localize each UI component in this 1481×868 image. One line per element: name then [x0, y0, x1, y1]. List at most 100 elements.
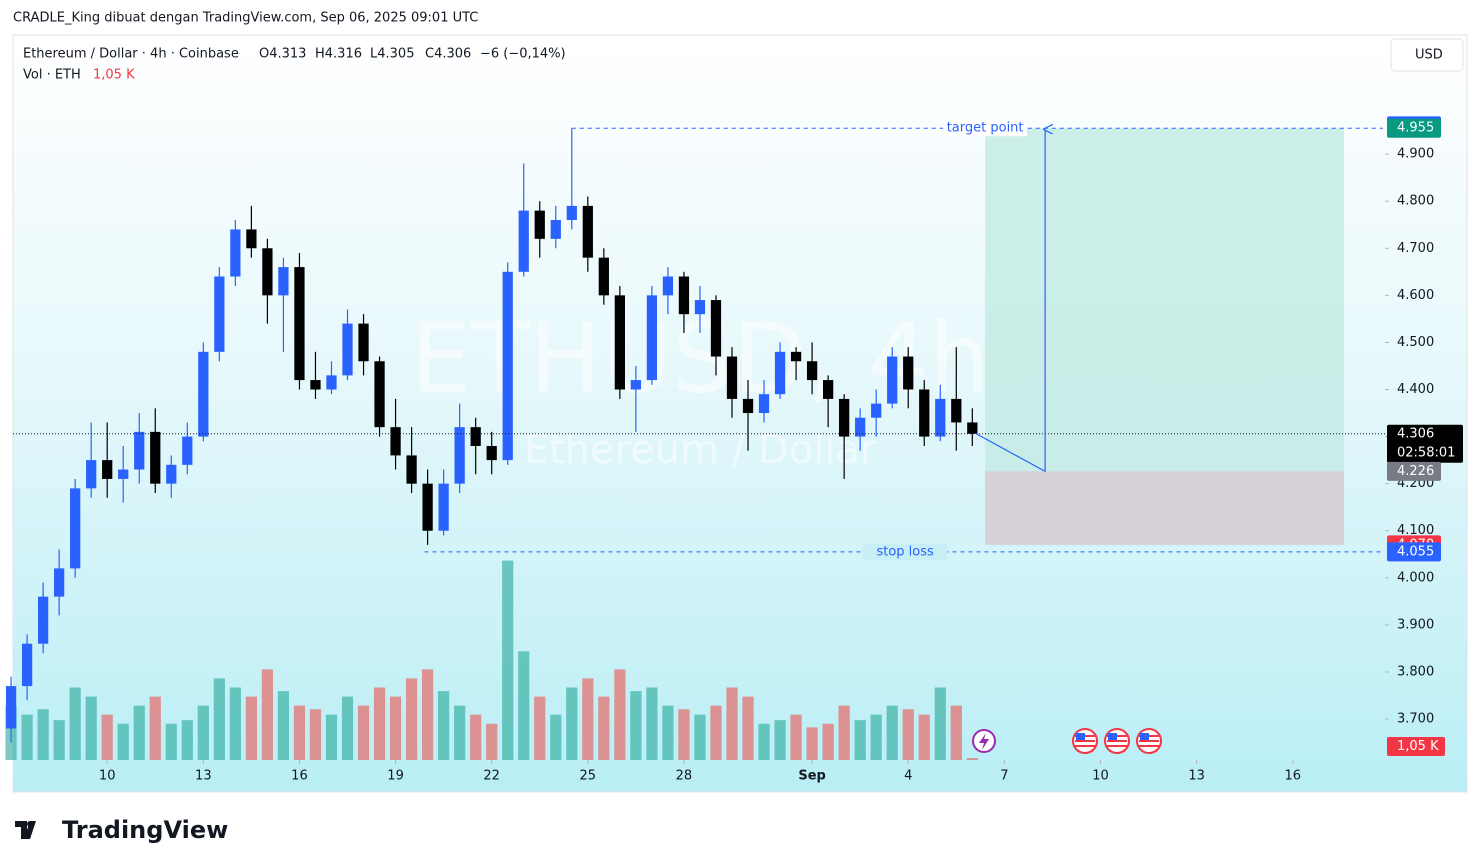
candle-body	[198, 351, 209, 437]
candle-body	[454, 427, 465, 484]
volume-bar	[293, 705, 306, 760]
y-tick-label: 4.500	[1397, 335, 1434, 350]
candle-body	[150, 431, 161, 484]
countdown: 02:58:01	[1397, 445, 1455, 460]
candle-body	[390, 427, 401, 456]
watermark-name: Ethereum / Dollar	[524, 427, 877, 473]
volume-bar	[165, 723, 177, 760]
x-tick-label: 13	[195, 769, 212, 784]
candle-body	[262, 248, 273, 296]
volume-bar	[582, 678, 594, 760]
candle-body	[21, 643, 33, 687]
volume-bar	[534, 696, 546, 760]
x-tick-label: 22	[483, 769, 500, 784]
candle-body	[678, 276, 690, 315]
volume-bar	[149, 696, 161, 760]
candle-body	[790, 351, 802, 362]
candle-body	[550, 220, 561, 239]
volume-bar	[229, 687, 241, 760]
volume-bar	[790, 714, 802, 760]
logo: TradingView	[15, 816, 228, 844]
price-label: 4.055	[1397, 544, 1434, 559]
volume-bar	[470, 714, 482, 760]
candle-body	[662, 276, 674, 296]
volume-bar	[854, 720, 866, 760]
candle-body	[230, 229, 241, 277]
volume-bar	[806, 727, 818, 760]
x-tick-label: 28	[676, 769, 693, 784]
legend-low: L4.305	[370, 47, 414, 62]
candle-body	[710, 300, 722, 357]
us-flag[interactable]	[1136, 728, 1162, 754]
legend-volume: Vol · ETH	[23, 68, 81, 83]
y-tick-label: 4.600	[1397, 288, 1434, 303]
y-tick-label: 4.700	[1397, 241, 1434, 256]
volume-bar	[614, 669, 626, 760]
x-tick-label: 4	[904, 769, 912, 784]
currency-button[interactable]	[1390, 38, 1464, 72]
level-label-bg	[863, 543, 948, 560]
candle-body	[294, 267, 305, 381]
volume-bar	[261, 669, 274, 760]
volume-bar	[85, 696, 97, 760]
legend-close: C4.306	[425, 47, 471, 62]
candle-body	[54, 568, 65, 597]
volume-label-bg	[1387, 737, 1445, 756]
volume-bar	[966, 758, 978, 760]
candle-body	[342, 323, 353, 376]
volume-bar	[373, 687, 386, 760]
candle-body	[646, 295, 658, 381]
plot: 3.7003.8003.9004.0004.1004.2004.3004.400…	[5, 116, 1463, 784]
event-bolt	[979, 733, 989, 750]
candle-body	[903, 356, 914, 390]
volume-bar	[902, 709, 914, 760]
volume-bar	[309, 709, 322, 760]
volume-bar	[710, 705, 722, 760]
candle-body	[742, 398, 754, 414]
us-flag[interactable]	[1072, 728, 1098, 754]
legend-high: H4.316	[315, 47, 362, 62]
us-flag[interactable]	[1104, 728, 1130, 754]
level-label: stop loss	[876, 544, 934, 559]
y-tick-label: 3.800	[1397, 664, 1434, 679]
candle-body	[806, 361, 818, 381]
volume-bar	[598, 696, 610, 760]
volume-bar	[341, 696, 354, 760]
volume-bar	[357, 705, 370, 760]
x-tick-label: 16	[1284, 769, 1301, 784]
candle-body	[358, 323, 369, 362]
candle-body	[774, 351, 786, 395]
volume-bar	[181, 720, 193, 760]
y-tick-label: 4.100	[1397, 523, 1434, 538]
volume-bar	[133, 705, 145, 760]
candle-body	[37, 596, 49, 644]
price-label: 4.226	[1397, 464, 1434, 479]
x-tick-label: 10	[1092, 769, 1109, 784]
candle-body	[598, 257, 609, 296]
y-tick-label: 4.400	[1397, 382, 1434, 397]
candle-body	[614, 295, 625, 390]
candle-body	[967, 422, 978, 434]
candle-body	[871, 403, 882, 418]
volume-bar	[277, 691, 290, 760]
candle-body	[214, 276, 225, 352]
volume-bar	[37, 709, 49, 760]
candle-body	[839, 398, 850, 437]
volume-bar	[566, 687, 578, 760]
volume-bar	[678, 709, 690, 760]
legend-volume-value: 1,05 K	[93, 68, 135, 83]
event-icons	[972, 728, 1162, 754]
candle-body	[694, 300, 706, 315]
candle-body	[758, 394, 770, 414]
volume-bar	[630, 691, 642, 760]
price-label-bg	[1387, 461, 1441, 481]
volume-bar	[101, 714, 113, 760]
candle-body	[182, 436, 193, 465]
legend-symbol: Ethereum / Dollar · 4h · Coinbase	[23, 47, 239, 62]
candle-body	[726, 356, 738, 399]
volume-bar	[726, 687, 738, 760]
x-tick-label: 19	[387, 769, 404, 784]
target-arrow	[976, 129, 1045, 473]
candle-body	[534, 210, 545, 239]
volume-bar	[245, 696, 257, 760]
